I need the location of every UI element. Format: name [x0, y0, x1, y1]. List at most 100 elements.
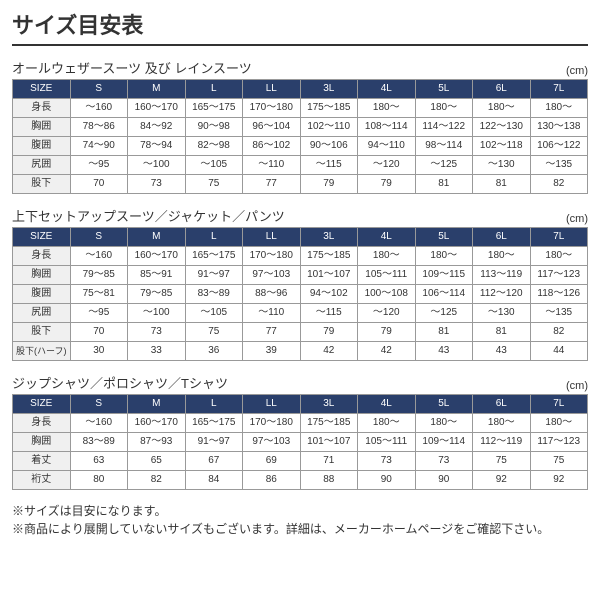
size-cell: 180～ [415, 99, 473, 118]
table-row: 身長～160160～170165～175170～180175～185180～18… [13, 99, 588, 118]
size-cell: 109～115 [415, 266, 473, 285]
size-cell: 30 [70, 342, 128, 361]
size-cell: 82～98 [185, 137, 243, 156]
size-cell: 39 [243, 342, 301, 361]
size-cell: 86 [243, 471, 301, 490]
size-column-header: 6L [473, 395, 531, 414]
size-cell: 88 [300, 471, 358, 490]
size-cell: 87～93 [128, 433, 186, 452]
row-label: 身長 [13, 247, 71, 266]
size-cell: 71 [300, 452, 358, 471]
size-cell: 75 [530, 452, 588, 471]
size-cell: 160～170 [128, 414, 186, 433]
row-label: 尻囲 [13, 304, 71, 323]
size-cell: 88～96 [243, 285, 301, 304]
size-cell: ～130 [473, 156, 531, 175]
size-cell: 33 [128, 342, 186, 361]
size-cell: 91～97 [185, 266, 243, 285]
size-cell: 170～180 [243, 414, 301, 433]
size-cell: 105～111 [358, 433, 416, 452]
size-cell: 92 [530, 471, 588, 490]
size-cell: 180～ [530, 414, 588, 433]
size-cell: 90～98 [185, 118, 243, 137]
size-cell: ～100 [128, 156, 186, 175]
size-cell: 44 [530, 342, 588, 361]
size-column-header: 5L [415, 228, 473, 247]
size-cell: 122～130 [473, 118, 531, 137]
table-row: 股下707375777979818182 [13, 175, 588, 194]
row-label: 着丈 [13, 452, 71, 471]
size-cell: 84～92 [128, 118, 186, 137]
size-cell: 90～106 [300, 137, 358, 156]
page-title: サイズ目安表 [12, 8, 588, 46]
size-cell: 180～ [358, 414, 416, 433]
size-cell: 79 [300, 323, 358, 342]
size-cell: 180～ [473, 99, 531, 118]
section-title: ジップシャツ／ポロシャツ／Tシャツ [12, 373, 228, 392]
size-cell: 130～138 [530, 118, 588, 137]
size-column-header: 7L [530, 395, 588, 414]
table-row: 腹囲74～9078～9482～9886～10290～10694～11098～11… [13, 137, 588, 156]
row-label: 尻囲 [13, 156, 71, 175]
size-cell: 180～ [415, 247, 473, 266]
size-cell: 165～175 [185, 247, 243, 266]
size-column-header: 3L [300, 80, 358, 99]
row-label: 股下(ハーフ) [13, 342, 71, 361]
unit-label: (cm) [566, 380, 588, 392]
size-column-header: 4L [358, 395, 416, 414]
size-column-header: L [185, 228, 243, 247]
size-cell: 101～107 [300, 433, 358, 452]
size-cell: ～95 [70, 156, 128, 175]
note-2: ※商品により展開していないサイズもございます。詳細は、メーカーホームページをご確… [12, 520, 588, 538]
table-row: 尻囲～95～100～105～110～115～120～125～130～135 [13, 304, 588, 323]
size-cell: 98～114 [415, 137, 473, 156]
row-label: 裄丈 [13, 471, 71, 490]
size-cell: 160～170 [128, 99, 186, 118]
size-cell: 81 [415, 323, 473, 342]
size-cell: 82 [128, 471, 186, 490]
size-cell: 73 [415, 452, 473, 471]
size-cell: 91～97 [185, 433, 243, 452]
size-column-header: M [128, 80, 186, 99]
table-row: 着丈636567697173737575 [13, 452, 588, 471]
size-cell: ～120 [358, 156, 416, 175]
size-column-header: 4L [358, 80, 416, 99]
size-cell: 79～85 [128, 285, 186, 304]
size-cell: 70 [70, 323, 128, 342]
size-cell: 180～ [358, 99, 416, 118]
size-cell: 175～185 [300, 247, 358, 266]
size-cell: 79 [358, 323, 416, 342]
size-cell: 92 [473, 471, 531, 490]
size-cell: ～105 [185, 156, 243, 175]
size-column-header: M [128, 395, 186, 414]
size-cell: ～130 [473, 304, 531, 323]
size-cell: 80 [70, 471, 128, 490]
size-column-header: S [70, 395, 128, 414]
size-cell: 77 [243, 175, 301, 194]
size-cell: 81 [415, 175, 473, 194]
size-column-header: LL [243, 228, 301, 247]
size-cell: ～125 [415, 156, 473, 175]
unit-label: (cm) [566, 65, 588, 77]
size-cell: 75 [185, 175, 243, 194]
table-row: 胸囲83～8987～9391～9797～103101～107105～111109… [13, 433, 588, 452]
size-column-header: 7L [530, 80, 588, 99]
size-cell: 42 [358, 342, 416, 361]
table-row: 腹囲75～8179～8583～8988～9694～102100～108106～1… [13, 285, 588, 304]
size-header-cell: SIZE [13, 80, 71, 99]
size-cell: 81 [473, 175, 531, 194]
size-cell: 170～180 [243, 247, 301, 266]
size-header-cell: SIZE [13, 228, 71, 247]
row-label: 胸囲 [13, 266, 71, 285]
size-cell: ～135 [530, 304, 588, 323]
size-cell: 165～175 [185, 99, 243, 118]
size-cell: 79～85 [70, 266, 128, 285]
size-cell: 84 [185, 471, 243, 490]
size-cell: 180～ [473, 247, 531, 266]
size-cell: 108～114 [358, 118, 416, 137]
size-cell: 82 [530, 323, 588, 342]
size-cell: ～95 [70, 304, 128, 323]
size-cell: 112～120 [473, 285, 531, 304]
row-label: 身長 [13, 414, 71, 433]
size-cell: 69 [243, 452, 301, 471]
